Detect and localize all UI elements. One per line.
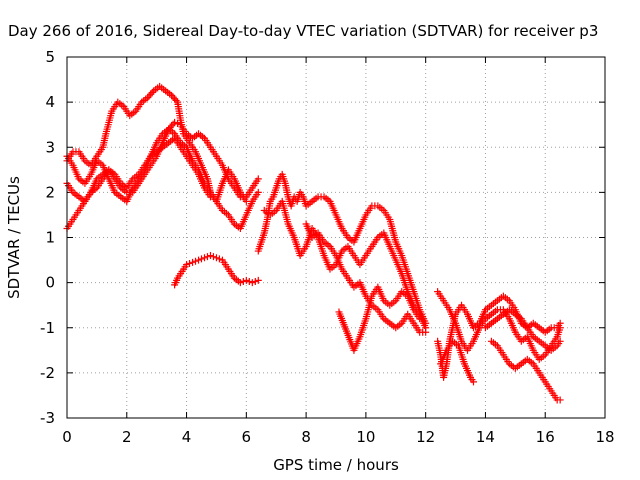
x-tick-labels: 0 2 4 6 8 10 12 14 16 18 [62,428,614,446]
data-point-fill [239,277,247,285]
x-tick-label: 10 [356,428,375,446]
data-point [206,252,214,260]
data-point-fill [186,259,194,267]
data-point-fill [174,120,182,128]
data-point-fill [148,89,156,97]
y-tick-label: 0 [45,274,55,292]
y-tick-label: 3 [45,138,55,156]
data-point-fill [203,253,211,261]
data-point [416,315,424,323]
data-point [236,279,244,287]
y-tick-label: -3 [40,409,55,427]
data-point-fill [192,257,200,265]
data-point [206,193,214,201]
data-point [254,175,262,183]
data-point-fill [168,122,176,130]
y-axis-label: SDTVAR / TECUs [5,176,23,299]
data-points [63,82,564,404]
y-tick-labels: -3 -2 -1 0 1 2 3 4 5 [40,48,55,427]
data-point [254,276,262,284]
x-tick-label: 6 [242,428,252,446]
data-point-fill [169,93,177,101]
data-point [168,91,176,99]
y-tick-label: 5 [45,48,55,66]
x-tick-label: 8 [301,428,311,446]
y-tick-label: 4 [45,93,55,111]
data-point-fill [198,255,205,263]
y-tick-label: 1 [45,229,55,247]
chart-title: Day 266 of 2016, Sidereal Day-to-day VTE… [8,22,598,40]
x-tick-label: 16 [536,428,555,446]
x-tick-label: 2 [122,428,132,446]
plot-frame [66,56,606,419]
x-tick-label: 12 [416,428,435,446]
data-point [469,378,477,386]
x-tick-label: 4 [182,428,192,446]
data-point [248,279,256,287]
x-tick-label: 14 [476,428,495,446]
data-point [189,258,197,266]
data-point-fill [145,92,153,100]
data-point-fill [172,96,180,104]
data-point-fill [209,253,217,261]
data-point-fill [215,255,223,263]
data-point [171,118,179,126]
x-axis-label: GPS time / hours [273,456,399,474]
y-tick-label: -1 [40,319,55,337]
data-point-fill [245,277,253,285]
data-point [165,125,173,133]
data-point [183,261,191,269]
data-point-fill [251,277,259,285]
data-point [200,254,208,262]
data-point [242,276,250,284]
data-point [195,256,203,264]
data-point [144,94,152,102]
data-point [556,324,564,332]
data-point [556,337,564,345]
grid-lines [67,57,605,418]
y-tick-label: -2 [40,364,55,382]
data-point [254,188,262,196]
data-point-fill [147,90,155,98]
x-tick-label: 0 [62,428,72,446]
data-point-fill [166,124,174,132]
x-tick-label: 18 [595,428,614,446]
data-point-fill [171,95,179,103]
data-point [212,254,220,262]
data-point [556,396,564,404]
data-point [422,328,430,336]
y-tick-label: 2 [45,183,55,201]
